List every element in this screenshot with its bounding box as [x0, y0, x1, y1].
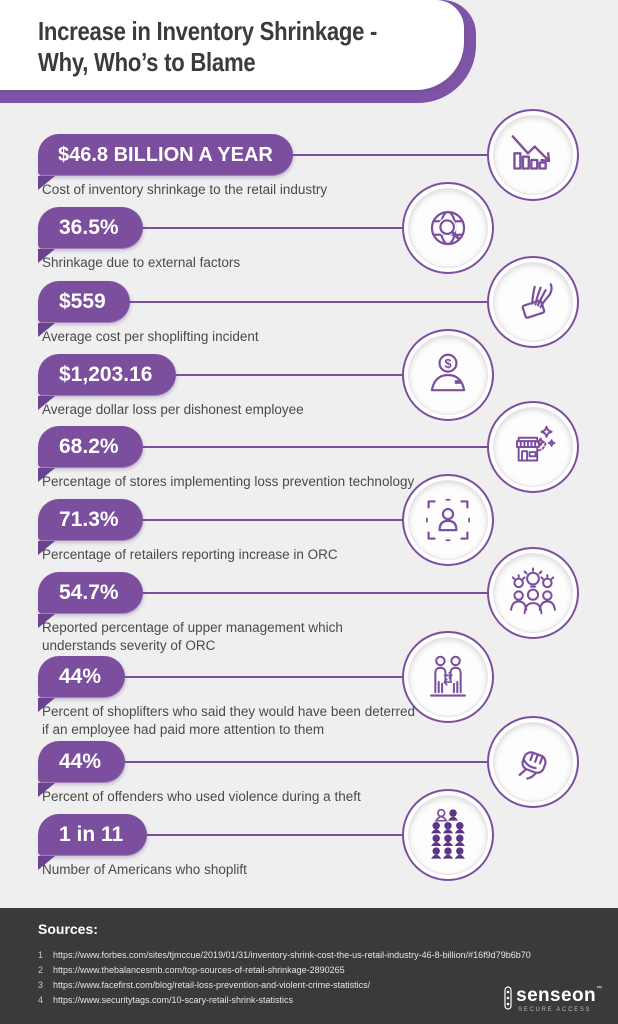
- stat-value: $559: [59, 290, 106, 313]
- stat-description: Cost of inventory shrinkage to the retai…: [42, 182, 328, 197]
- source-item: 3 https://www.facefirst.com/blog/retail-l…: [38, 980, 370, 990]
- trademark-symbol: ™: [596, 986, 602, 992]
- connector-line: [60, 676, 448, 678]
- stat-icon-circle: [402, 789, 494, 881]
- shoplifting-hand-icon: [521, 283, 553, 319]
- person-scan-icon: [426, 498, 470, 542]
- logo-tagline: SECURE ACCESS: [518, 1007, 592, 1013]
- connector-line: [60, 154, 533, 156]
- source-item: 1 https://www.forbes.com/sites/tjmccue/20…: [38, 950, 531, 960]
- stat-icon-circle: [402, 182, 494, 274]
- stat-icon-circle: [487, 256, 579, 348]
- senseon-logo-icon: [504, 986, 512, 1010]
- stat-value: $1,203.16: [59, 363, 153, 386]
- stat-icon-circle: [402, 474, 494, 566]
- source-item: 2 https://www.thebalancesmb.com/top-sourc…: [38, 965, 345, 975]
- stat-description: Percent of shoplifters who said they wou…: [42, 704, 415, 738]
- header-card: Increase in Inventory Shrinkage - Why, W…: [0, 0, 464, 90]
- page-title: Increase in Inventory Shrinkage - Why, W…: [38, 16, 377, 77]
- dishonest-employee-icon: $: [430, 353, 466, 392]
- stat-bubble: 1 in 11: [38, 814, 148, 856]
- stat-description: Number of Americans who shoplift: [42, 862, 247, 877]
- stat-icon-circle: [487, 547, 579, 639]
- source-number: 2: [38, 965, 44, 975]
- stat-bubble: 44%: [38, 741, 126, 783]
- crowd-icon: [431, 808, 465, 859]
- stat-icon-circle: [487, 716, 579, 808]
- stat-description: Shrinkage due to external factors: [42, 255, 241, 270]
- stat-value: 44%: [59, 750, 102, 773]
- stat-icon-circle: $: [402, 329, 494, 421]
- stat-bubble: 36.5%: [38, 207, 143, 249]
- stat-description: Percent of offenders who used violence d…: [42, 789, 361, 804]
- page-title-line1: Increase in Inventory Shrinkage -: [38, 16, 378, 46]
- globe-magnifier-icon: [430, 210, 466, 246]
- connector-line: [60, 834, 448, 836]
- stat-value: $46.8 BILLION A YEAR: [58, 143, 273, 166]
- stat-bubble: 44%: [38, 656, 126, 698]
- stat-value: 44%: [59, 665, 102, 688]
- stat-value: 68.2%: [59, 435, 119, 458]
- stat-description: Average cost per shoplifting incident: [42, 329, 259, 344]
- stat-description: Reported percentage of upper management …: [42, 620, 343, 654]
- stat-bubble: $1,203.16: [38, 354, 177, 396]
- connector-line: [60, 301, 533, 303]
- stat-value: 36.5%: [59, 216, 119, 239]
- source-url: https://www.facefirst.com/blog/retail-lo…: [53, 980, 371, 990]
- stat-bubble: 71.3%: [38, 499, 143, 541]
- source-url: https://www.thebalancesmb.com/top-source…: [53, 965, 345, 975]
- page-title-line2: Why, Who’s to Blame: [38, 46, 256, 77]
- stat-icon-circle: [402, 631, 494, 723]
- stat-value: 54.7%: [59, 581, 119, 604]
- stat-icon-circle: [487, 109, 579, 201]
- stat-description: Average dollar loss per dishonest employ…: [42, 402, 304, 417]
- svg-text:$: $: [444, 357, 451, 371]
- source-number: 4: [38, 995, 44, 1005]
- stat-bubble: 54.7%: [38, 572, 143, 614]
- stat-bubble: $559: [38, 281, 130, 323]
- fist-icon: [518, 751, 547, 780]
- stat-description: Percentage of retailers reporting increa…: [42, 547, 338, 562]
- source-number: 1: [38, 950, 44, 960]
- two-people-exchange-icon: [430, 655, 466, 697]
- team-idea-icon: [510, 567, 556, 615]
- sources-footer: Sources: 1 https://www.forbes.com/sites/t…: [0, 908, 618, 1024]
- logo-wordmark: senseon: [516, 985, 596, 1006]
- connector-line: [60, 592, 533, 594]
- source-url: https://www.securitytags.com/10-scary-re…: [53, 995, 294, 1005]
- stat-description: Percentage of stores implementing loss p…: [42, 474, 415, 489]
- source-item: 4 https://www.securitytags.com/10-scary-r…: [38, 995, 293, 1005]
- stat-icon-circle: [487, 401, 579, 493]
- stat-value: 1 in 11: [59, 823, 124, 846]
- declining-chart-icon: [511, 135, 551, 170]
- store-sparkle-icon: [515, 425, 556, 462]
- sources-heading: Sources:: [38, 921, 98, 937]
- connector-line: [60, 374, 448, 376]
- source-number: 3: [38, 980, 44, 990]
- source-url: https://www.forbes.com/sites/tjmccue/201…: [53, 950, 531, 960]
- stat-value: 71.3%: [59, 508, 119, 531]
- stat-bubble: 68.2%: [38, 426, 143, 468]
- connector-line: [60, 446, 533, 448]
- connector-line: [60, 519, 448, 521]
- stat-bubble: $46.8 BILLION A YEAR: [38, 134, 293, 176]
- senseon-logo: senseon™ SECURE ACCESS: [503, 986, 602, 1013]
- connector-line: [60, 761, 533, 763]
- connector-line: [60, 227, 448, 229]
